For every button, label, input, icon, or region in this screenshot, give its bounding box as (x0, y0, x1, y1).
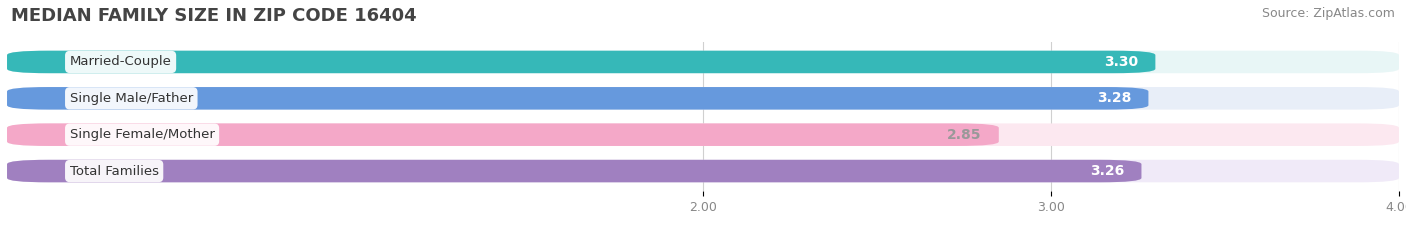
FancyBboxPatch shape (7, 123, 1399, 146)
Text: Total Families: Total Families (70, 164, 159, 178)
FancyBboxPatch shape (7, 87, 1399, 110)
FancyBboxPatch shape (7, 51, 1399, 73)
FancyBboxPatch shape (7, 123, 998, 146)
Text: Single Female/Mother: Single Female/Mother (70, 128, 215, 141)
Text: Single Male/Father: Single Male/Father (70, 92, 193, 105)
Text: Source: ZipAtlas.com: Source: ZipAtlas.com (1261, 7, 1395, 20)
Text: 3.30: 3.30 (1104, 55, 1137, 69)
Text: 3.26: 3.26 (1090, 164, 1123, 178)
FancyBboxPatch shape (7, 51, 1156, 73)
Text: MEDIAN FAMILY SIZE IN ZIP CODE 16404: MEDIAN FAMILY SIZE IN ZIP CODE 16404 (11, 7, 416, 25)
FancyBboxPatch shape (7, 87, 1149, 110)
Text: Married-Couple: Married-Couple (70, 55, 172, 69)
FancyBboxPatch shape (7, 160, 1399, 182)
Text: 3.28: 3.28 (1097, 91, 1130, 105)
FancyBboxPatch shape (7, 160, 1142, 182)
Text: 2.85: 2.85 (946, 128, 981, 142)
